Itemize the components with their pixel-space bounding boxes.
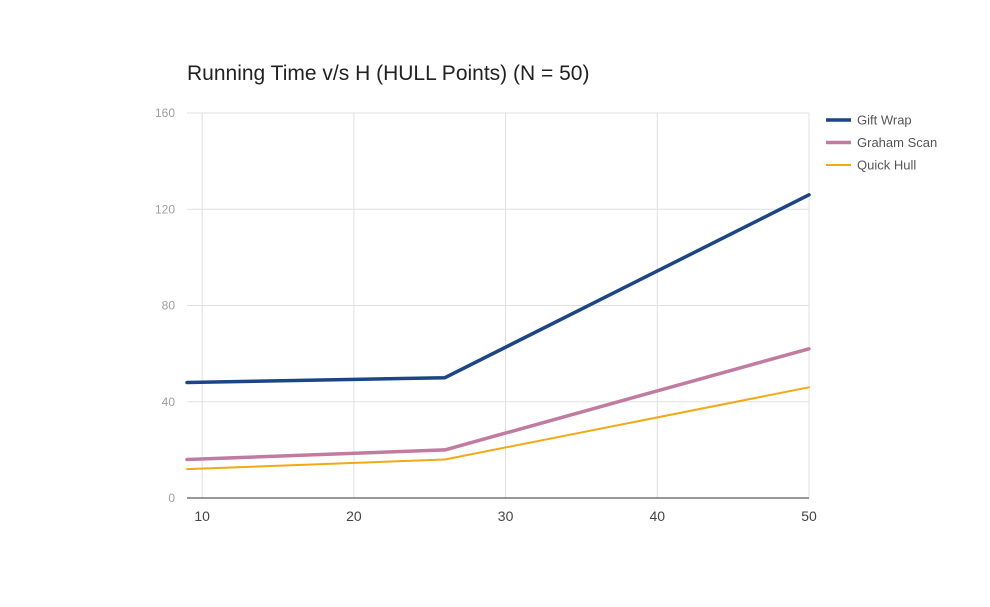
- x-tick-label: 30: [498, 508, 514, 524]
- legend-label: Quick Hull: [857, 158, 916, 173]
- x-tick-label: 10: [194, 508, 210, 524]
- y-tick-label: 80: [162, 299, 176, 313]
- series-line-graham-scan: [185, 347, 811, 462]
- legend-label: Graham Scan: [857, 135, 937, 150]
- chart-title: Running Time v/s H (HULL Points) (N = 50…: [187, 62, 589, 85]
- y-tick-label: 40: [162, 395, 176, 409]
- legend: Gift Wrap Graham Scan Quick Hull: [826, 113, 937, 173]
- x-axis-ticks: 10 20 30 40 50: [194, 508, 817, 524]
- series-line-gift-wrap: [185, 193, 811, 385]
- y-tick-label: 160: [155, 106, 175, 120]
- series-line-quick-hull: [186, 386, 810, 471]
- y-tick-label: 0: [168, 491, 175, 505]
- x-tick-label: 50: [801, 508, 817, 524]
- grid-lines: [187, 112, 810, 498]
- y-tick-label: 120: [155, 202, 175, 216]
- series-lines: [185, 193, 811, 471]
- x-tick-label: 20: [346, 508, 362, 524]
- y-axis-ticks: 0 40 80 120 160: [155, 106, 175, 505]
- legend-label: Gift Wrap: [857, 113, 912, 128]
- x-tick-label: 40: [650, 508, 666, 524]
